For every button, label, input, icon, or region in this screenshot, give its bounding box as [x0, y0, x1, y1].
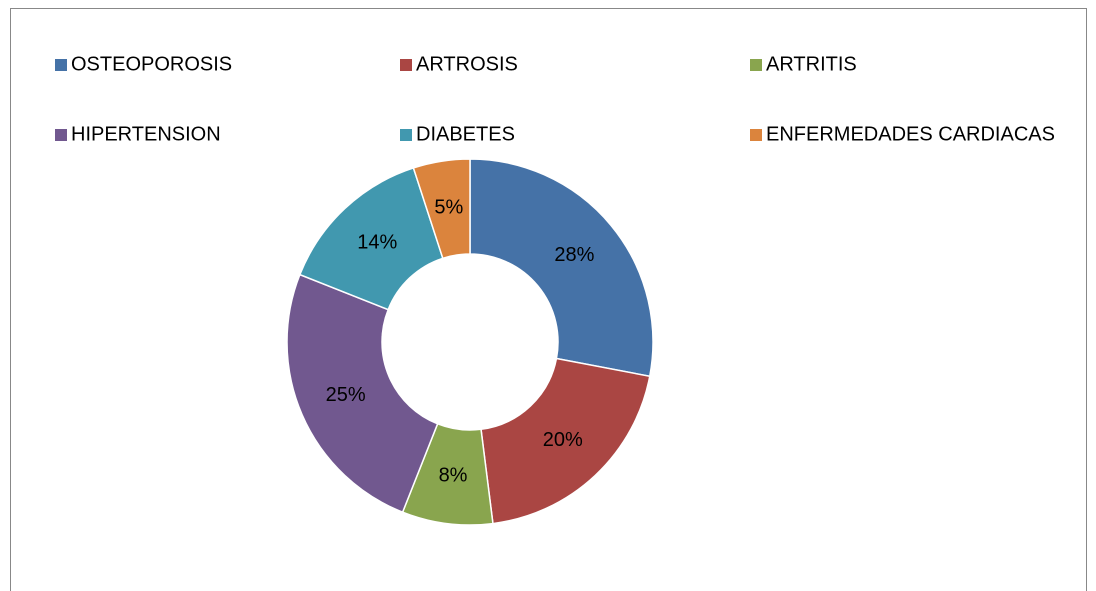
data-label: 14% [357, 232, 397, 254]
legend-label: ENFERMEDADES CARDIACAS [766, 123, 1055, 145]
legend-swatch [750, 129, 762, 141]
legend-swatch [750, 59, 762, 71]
legend-label: ARTRITIS [766, 53, 857, 75]
legend-swatch [400, 129, 412, 141]
data-label: 28% [554, 244, 594, 266]
data-label: 25% [326, 384, 366, 406]
legend-label: ARTROSIS [416, 53, 518, 75]
legend-label: DIABETES [416, 123, 515, 145]
legend-label: OSTEOPOROSIS [71, 53, 232, 75]
legend-swatch [55, 129, 67, 141]
data-label: 8% [439, 465, 468, 487]
legend-swatch [55, 59, 67, 71]
data-label: 20% [543, 429, 583, 451]
donut-slice [469, 158, 654, 378]
data-label: 5% [434, 196, 463, 218]
donut-slice [412, 158, 471, 260]
legend-swatch [400, 59, 412, 71]
legend-label: HIPERTENSION [71, 123, 221, 145]
donut-slice [480, 357, 651, 525]
donut-slice [286, 273, 439, 514]
donut-slice [298, 167, 444, 311]
